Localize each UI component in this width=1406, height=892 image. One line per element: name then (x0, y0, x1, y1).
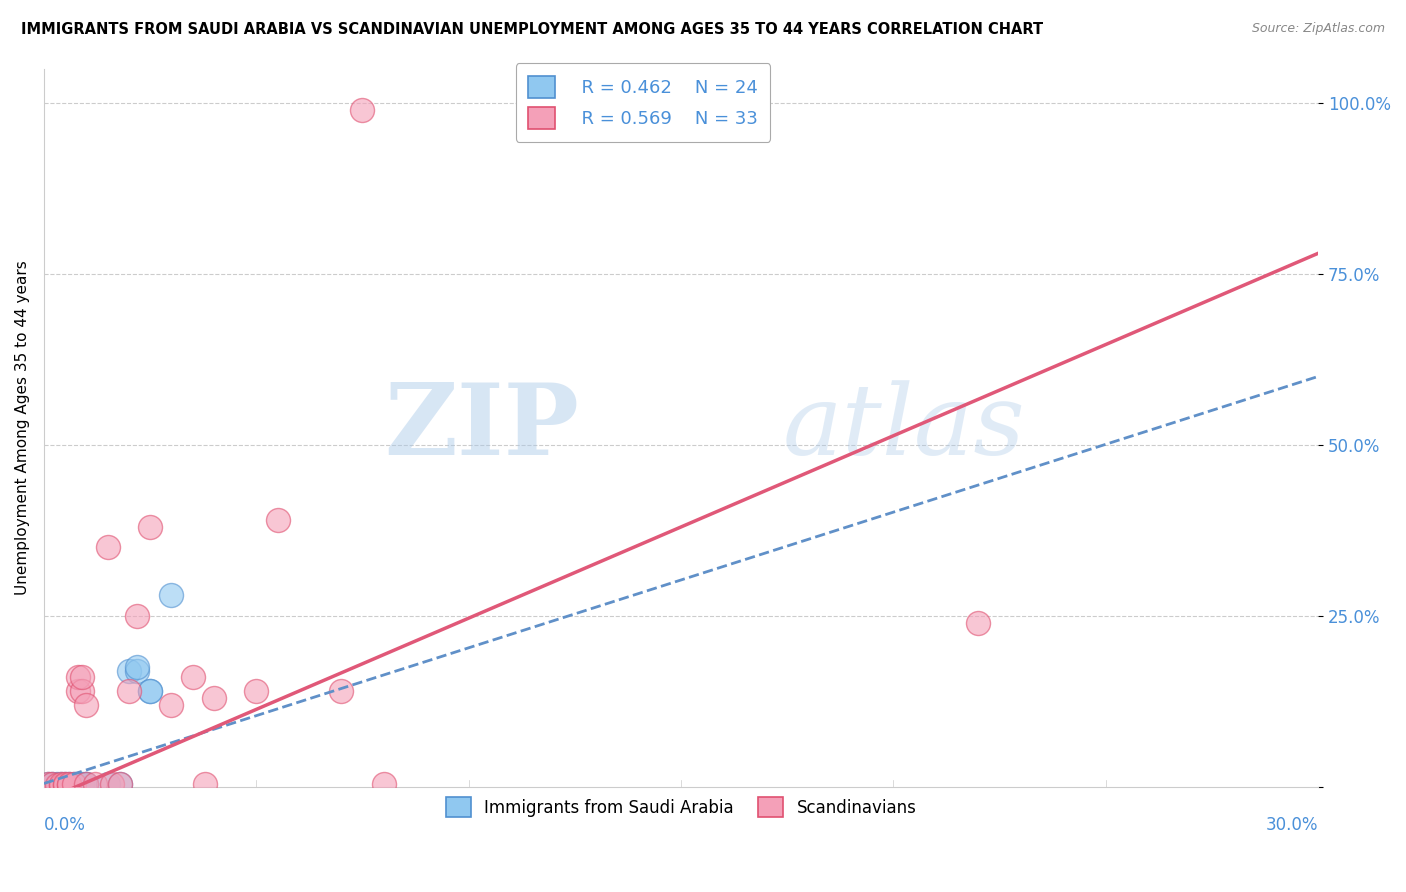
Point (53, 778, 76, 792)
Legend: Immigrants from Saudi Arabia, Scandinavians: Immigrants from Saudi Arabia, Scandinavi… (434, 785, 928, 829)
Point (62, 776, 84, 790)
Point (139, 520, 162, 534)
Text: 30.0%: 30.0% (1265, 815, 1319, 834)
Point (97, 776, 120, 790)
Point (127, 664, 149, 678)
Point (58, 778, 80, 792)
Point (967, 615, 990, 630)
Point (53, 777, 76, 791)
Point (97, 541, 120, 555)
Point (118, 684, 141, 698)
Point (49, 776, 72, 790)
Point (160, 588, 183, 602)
Point (37, 776, 59, 790)
Point (58, 776, 80, 790)
Point (75, 776, 97, 790)
Point (75, 777, 97, 791)
Point (181, 670, 204, 684)
Point (373, 776, 395, 790)
Text: atlas: atlas (783, 380, 1026, 475)
Point (127, 608, 149, 623)
Point (66, 684, 89, 698)
Point (101, 776, 124, 790)
Point (330, 684, 353, 698)
Point (352, 103, 374, 117)
Point (118, 664, 141, 678)
Point (58, 777, 80, 791)
Point (41, 778, 63, 792)
Text: 0.0%: 0.0% (44, 815, 86, 834)
Point (70, 776, 93, 790)
Point (66, 776, 89, 790)
Point (70, 670, 93, 684)
Point (49, 776, 72, 790)
Point (53, 776, 76, 790)
Point (139, 684, 162, 698)
Point (194, 776, 217, 790)
Text: Source: ZipAtlas.com: Source: ZipAtlas.com (1251, 22, 1385, 36)
Point (139, 684, 162, 698)
Text: ZIP: ZIP (384, 379, 579, 476)
Point (75, 776, 97, 790)
Point (41, 777, 63, 791)
Point (45, 778, 67, 792)
Point (62, 779, 84, 793)
Point (62, 777, 84, 791)
Y-axis label: Unemployment Among Ages 35 to 44 years: Unemployment Among Ages 35 to 44 years (15, 260, 30, 595)
Point (160, 698, 183, 712)
Point (110, 776, 132, 790)
Point (49, 778, 72, 792)
Point (110, 776, 132, 790)
Point (127, 660, 149, 674)
Point (66, 670, 89, 684)
Point (45, 779, 67, 793)
Point (53, 778, 76, 792)
Point (49, 779, 72, 793)
Point (41, 777, 63, 791)
Point (266, 513, 288, 527)
Point (202, 690, 225, 705)
Point (37, 776, 59, 790)
Point (83, 776, 105, 790)
Point (45, 776, 67, 790)
Point (70, 684, 93, 698)
Text: IMMIGRANTS FROM SAUDI ARABIA VS SCANDINAVIAN UNEMPLOYMENT AMONG AGES 35 TO 44 YE: IMMIGRANTS FROM SAUDI ARABIA VS SCANDINA… (21, 22, 1043, 37)
Point (245, 684, 267, 698)
Point (75, 698, 97, 712)
